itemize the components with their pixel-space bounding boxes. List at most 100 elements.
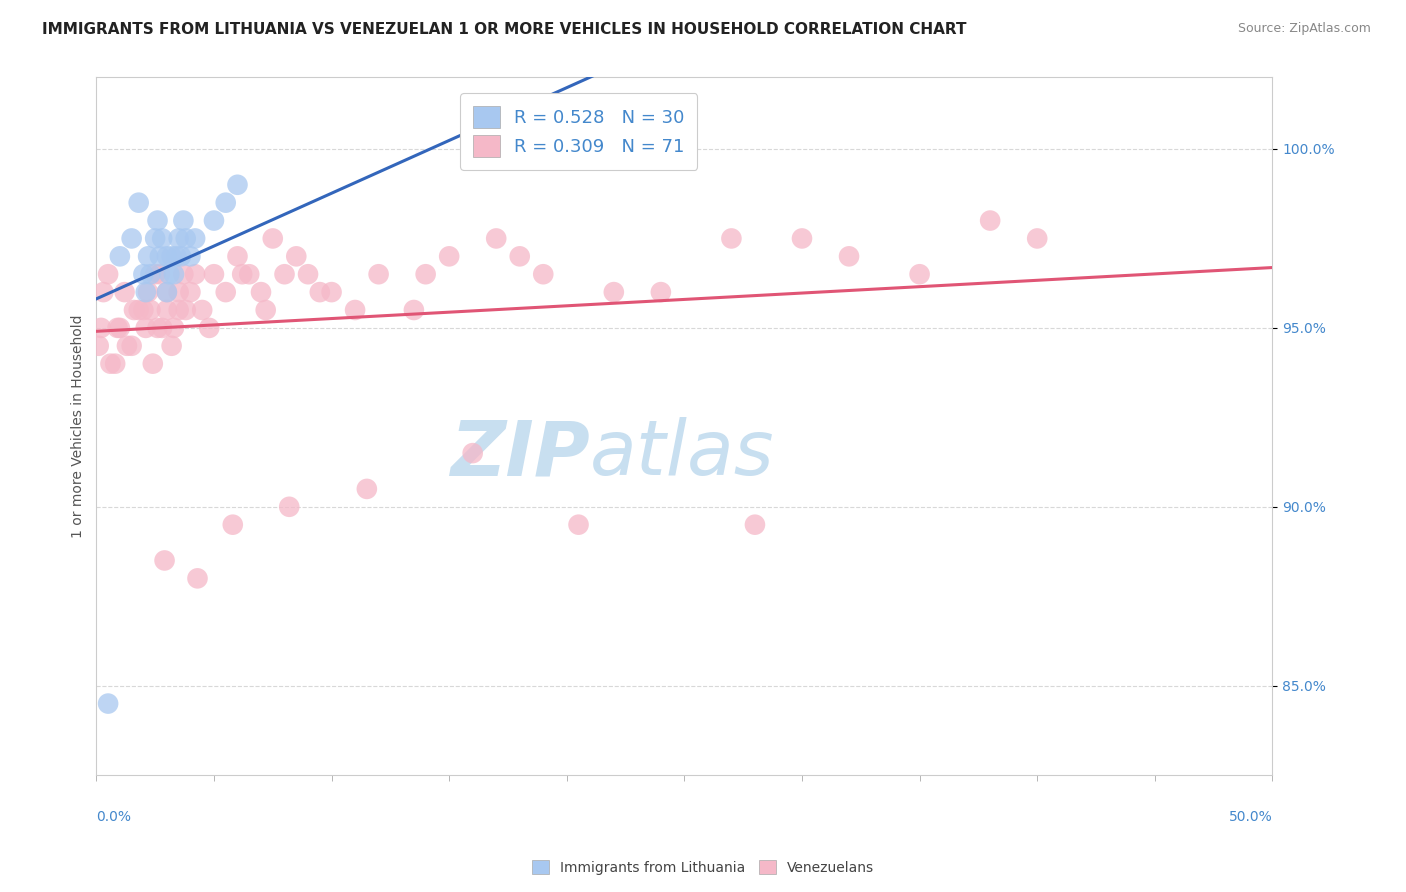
Point [474, 142, 496, 156]
Point [104, 357, 127, 371]
Point [150, 231, 173, 245]
Point [186, 571, 208, 585]
Point [179, 285, 201, 299]
Point [215, 285, 238, 299]
Point [157, 267, 180, 281]
Point [100, 357, 122, 371]
Point [146, 213, 169, 227]
Point [156, 303, 179, 318]
Point [149, 267, 172, 281]
Point [122, 303, 145, 318]
Point [160, 339, 183, 353]
Point [174, 303, 197, 318]
Point [132, 267, 155, 281]
Point [136, 285, 159, 299]
Point [238, 267, 260, 281]
Text: Source: ZipAtlas.com: Source: ZipAtlas.com [1237, 22, 1371, 36]
Point [226, 178, 249, 192]
Point [250, 285, 273, 299]
Point [139, 267, 162, 281]
Point [720, 231, 742, 245]
Point [121, 339, 143, 353]
Point [979, 213, 1001, 227]
Point [202, 267, 225, 281]
Point [356, 482, 378, 496]
Point [172, 213, 194, 227]
Point [114, 285, 136, 299]
Point [153, 553, 176, 567]
Y-axis label: 1 or more Vehicles in Household: 1 or more Vehicles in Household [72, 315, 86, 538]
Point [146, 321, 169, 335]
Point [150, 321, 173, 335]
Point [461, 446, 484, 460]
Legend: Immigrants from Lithuania, Venezuelans: Immigrants from Lithuania, Venezuelans [526, 855, 880, 880]
Point [650, 285, 672, 299]
Point [485, 142, 508, 156]
Point [135, 285, 157, 299]
Text: 0.0%: 0.0% [97, 810, 131, 824]
Point [344, 303, 367, 318]
Point [285, 249, 308, 263]
Point [202, 213, 225, 227]
Point [273, 267, 295, 281]
Point [170, 249, 193, 263]
Point [215, 195, 238, 210]
Point [367, 267, 389, 281]
Point [531, 267, 554, 281]
Point [115, 339, 138, 353]
Point [603, 285, 626, 299]
Point [297, 267, 319, 281]
Point [167, 231, 190, 245]
Point [172, 267, 194, 281]
Point [167, 285, 190, 299]
Point [567, 517, 589, 532]
Text: IMMIGRANTS FROM LITHUANIA VS VENEZUELAN 1 OR MORE VEHICLES IN HOUSEHOLD CORRELAT: IMMIGRANTS FROM LITHUANIA VS VENEZUELAN … [42, 22, 967, 37]
Point [415, 267, 437, 281]
Point [278, 500, 301, 514]
Point [308, 285, 330, 299]
Text: atlas: atlas [591, 417, 775, 491]
Point [142, 357, 165, 371]
Point [135, 321, 157, 335]
Point [107, 321, 129, 335]
Point [402, 303, 425, 318]
Point [143, 267, 166, 281]
Point [143, 231, 166, 245]
Point [174, 231, 197, 245]
Point [163, 267, 186, 281]
Point [838, 249, 860, 263]
Point [485, 231, 508, 245]
Point [321, 285, 343, 299]
Text: ZIP: ZIP [450, 417, 591, 491]
Point [108, 249, 131, 263]
Point [179, 249, 201, 263]
Point [254, 303, 277, 318]
Point [908, 267, 931, 281]
Legend: R = 0.528   N = 30, R = 0.309   N = 71: R = 0.528 N = 30, R = 0.309 N = 71 [460, 94, 697, 170]
Point [136, 249, 159, 263]
Point [121, 231, 143, 245]
Point [198, 321, 221, 335]
Point [437, 249, 460, 263]
Point [262, 231, 284, 245]
Point [128, 195, 150, 210]
Point [744, 517, 766, 532]
Point [790, 231, 813, 245]
Point [149, 249, 172, 263]
Point [128, 303, 150, 318]
Point [165, 249, 187, 263]
Point [97, 697, 120, 711]
Point [156, 285, 179, 299]
Point [87, 339, 110, 353]
Point [184, 231, 207, 245]
Point [231, 267, 253, 281]
Point [156, 285, 179, 299]
Point [167, 303, 190, 318]
Point [156, 249, 179, 263]
Point [481, 142, 503, 156]
Point [509, 249, 531, 263]
Point [163, 321, 186, 335]
Point [132, 303, 155, 318]
Point [93, 285, 115, 299]
Point [222, 517, 245, 532]
